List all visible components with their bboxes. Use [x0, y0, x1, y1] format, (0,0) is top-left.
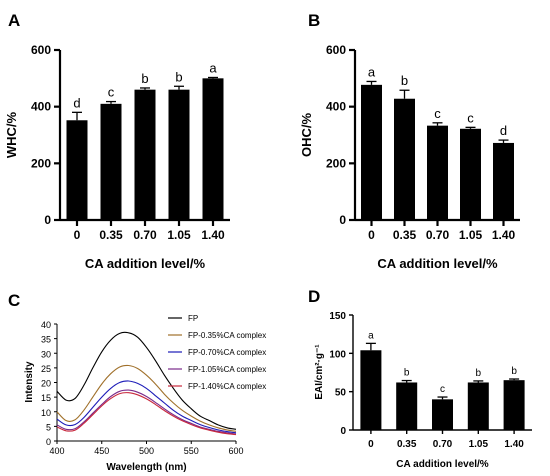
significance-label: b [476, 368, 482, 379]
significance-label: b [401, 73, 408, 88]
y-tick-label: 600 [31, 43, 51, 57]
x-tick-label: 450 [94, 446, 109, 456]
panel-c: C 0 5 10 15 20 25 30 35 40 Wavelength (nm) Intensit… [8, 291, 266, 473]
legend-entry: FP-1.40%CA complex [188, 382, 266, 391]
panel-a: A 0 200 400 600 CA addition level/% WHC/% d 0 c 0.… [4, 11, 230, 271]
y-tick-label: 40 [41, 320, 51, 330]
bar [503, 380, 525, 430]
series-line [56, 331, 237, 430]
x-tick-label: 500 [139, 446, 154, 456]
panel-letter: D [308, 287, 320, 306]
y-tick-label: 200 [326, 156, 346, 170]
x-tick-label: 0.70 [133, 228, 157, 242]
x-tick-label: 0.35 [393, 228, 417, 242]
significance-label: b [511, 366, 517, 377]
bar [66, 120, 88, 220]
significance-label: a [368, 64, 376, 79]
x-axis-label: Wavelength (nm) [106, 462, 186, 473]
y-tick-label: 0 [44, 213, 51, 227]
bar [460, 128, 481, 220]
y-tick-label: 100 [329, 349, 346, 360]
bar [467, 382, 489, 430]
y-tick-label: 5 [46, 422, 51, 432]
bar [493, 142, 514, 220]
legend-entry: FP-0.70%CA complex [188, 348, 266, 357]
x-tick-label: 1.05 [469, 439, 489, 450]
bar [432, 399, 453, 430]
significance-label: c [434, 106, 441, 121]
x-tick-label: 1.40 [201, 228, 225, 242]
y-tick-label: 30 [41, 349, 51, 359]
y-axis-label: OHC/% [299, 113, 314, 158]
series-line [56, 364, 237, 432]
significance-label: c [467, 110, 474, 125]
x-axis-label: CA addition level/% [377, 256, 498, 271]
legend-entry: FP-1.05%CA complex [188, 365, 266, 374]
y-tick-label: 35 [41, 335, 51, 345]
y-tick-label: 400 [326, 100, 346, 114]
x-tick-label: 1.40 [504, 439, 524, 450]
series-line [56, 380, 237, 434]
x-tick-label: 1.05 [459, 228, 483, 242]
y-tick-label: 0 [46, 437, 51, 447]
y-tick-label: 20 [41, 379, 51, 389]
series-line [56, 389, 237, 435]
significance-label: a [209, 60, 217, 75]
significance-label: b [141, 71, 148, 86]
significance-label: c [108, 85, 115, 100]
y-axis-label: EAI/cm²·g⁻¹ [314, 344, 325, 400]
significance-label: d [73, 95, 80, 110]
x-tick-label: 550 [184, 446, 199, 456]
y-tick-label: 10 [41, 408, 51, 418]
y-tick-label: 600 [326, 43, 346, 57]
x-tick-label: 0 [368, 439, 374, 450]
x-tick-label: 600 [228, 446, 243, 456]
bar [427, 125, 448, 220]
significance-label: d [500, 123, 507, 138]
legend-entry: FP [188, 314, 198, 323]
x-tick-label: 0.70 [426, 228, 450, 242]
panel-d: D 0 50 100 150 CA addition level/% EAI/cm²·g⁻¹… [308, 287, 532, 470]
bar [100, 103, 122, 220]
panel-b: B 0 200 400 600 CA addition level/% OHC/% a 0 b 0.… [299, 11, 520, 271]
x-tick-label: 0 [368, 228, 375, 242]
bar [361, 84, 382, 220]
x-tick-label: 0.70 [433, 439, 453, 450]
x-tick-label: 0 [74, 228, 81, 242]
x-tick-label: 400 [49, 446, 64, 456]
y-tick-label: 0 [340, 426, 346, 437]
panel-letter: A [8, 11, 20, 30]
legend-entry: FP-0.35%CA complex [188, 331, 266, 340]
y-axis-label: Intensity [24, 361, 35, 403]
bar [168, 89, 190, 221]
bar [202, 78, 224, 220]
panel-letter: C [8, 291, 20, 310]
significance-label: a [368, 330, 374, 341]
y-axis-label: WHC/% [4, 111, 19, 158]
bar [396, 382, 418, 430]
x-axis-label: CA addition level/% [85, 256, 206, 271]
significance-label: c [440, 384, 445, 395]
y-tick-label: 150 [329, 311, 346, 322]
y-tick-label: 400 [31, 100, 51, 114]
y-tick-label: 0 [339, 213, 346, 227]
x-tick-label: 0.35 [397, 439, 417, 450]
x-tick-label: 0.35 [99, 228, 123, 242]
significance-label: b [404, 368, 410, 379]
y-tick-label: 50 [335, 388, 347, 399]
bar [394, 98, 415, 220]
y-tick-label: 15 [41, 393, 51, 403]
y-tick-label: 200 [31, 156, 51, 170]
x-tick-label: 1.40 [492, 228, 516, 242]
series-line [56, 392, 237, 436]
panel-letter: B [308, 11, 320, 30]
y-tick-label: 25 [41, 364, 51, 374]
x-tick-label: 1.05 [167, 228, 191, 242]
bar [134, 89, 156, 221]
bar [360, 350, 382, 430]
significance-label: b [175, 69, 182, 84]
x-axis-label: CA addition level/% [396, 459, 489, 470]
